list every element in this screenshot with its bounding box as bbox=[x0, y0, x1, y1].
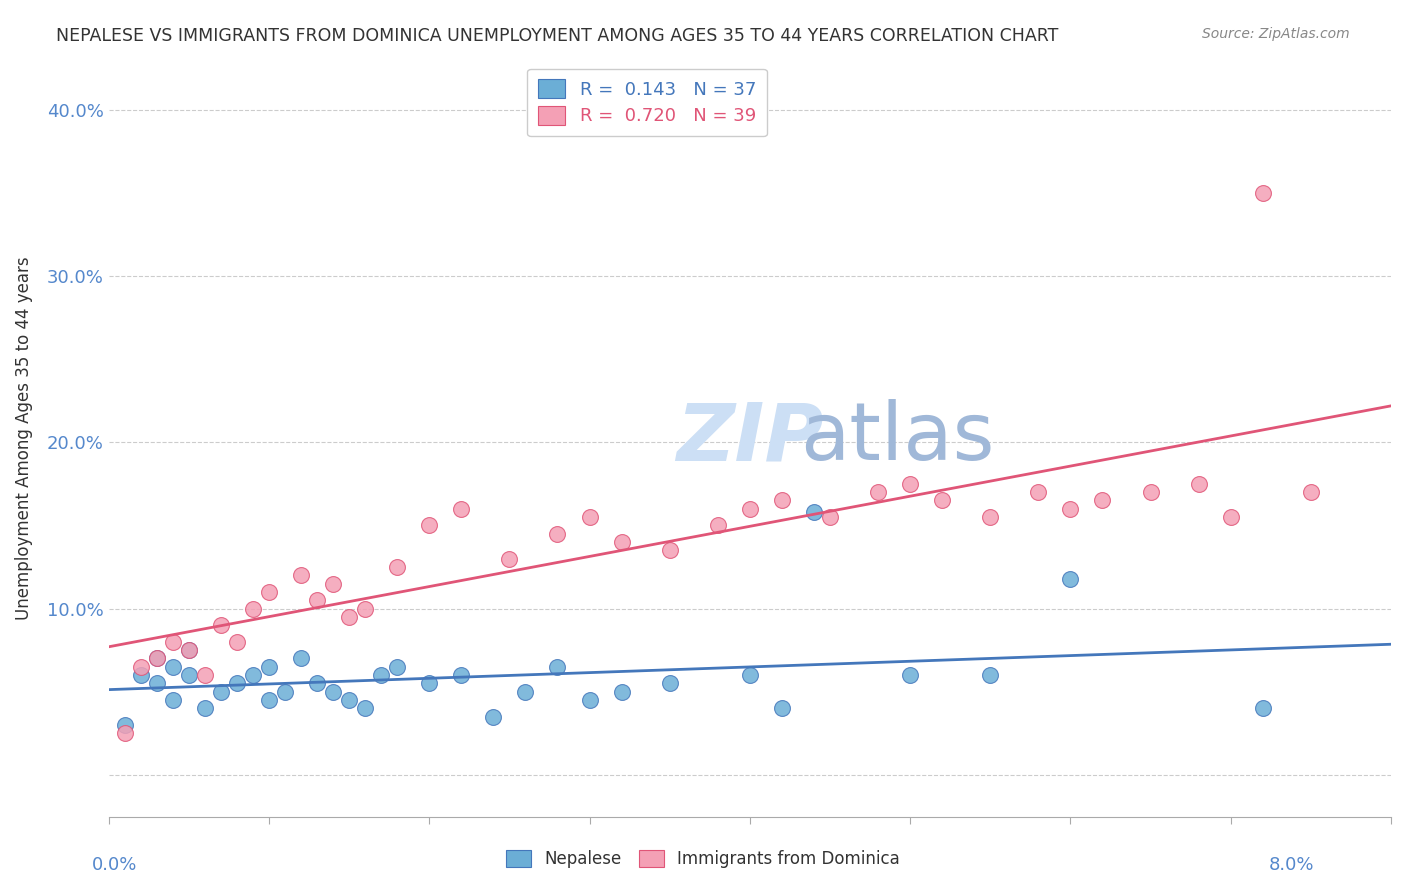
Point bbox=[979, 510, 1001, 524]
Point bbox=[337, 610, 360, 624]
Point bbox=[322, 685, 344, 699]
Point bbox=[177, 643, 200, 657]
Point bbox=[498, 551, 520, 566]
Point bbox=[898, 668, 921, 682]
Point bbox=[1059, 501, 1081, 516]
Point bbox=[114, 726, 136, 740]
Point bbox=[114, 718, 136, 732]
Point bbox=[370, 668, 392, 682]
Point bbox=[209, 685, 232, 699]
Text: atlas: atlas bbox=[800, 399, 994, 477]
Point bbox=[868, 485, 890, 500]
Legend: Nepalese, Immigrants from Dominica: Nepalese, Immigrants from Dominica bbox=[499, 843, 907, 875]
Point bbox=[177, 643, 200, 657]
Point bbox=[322, 576, 344, 591]
Point bbox=[257, 660, 280, 674]
Point bbox=[770, 493, 793, 508]
Point bbox=[209, 618, 232, 632]
Point bbox=[610, 535, 633, 549]
Point bbox=[818, 510, 841, 524]
Text: 0.0%: 0.0% bbox=[91, 855, 136, 873]
Point bbox=[385, 660, 408, 674]
Text: Source: ZipAtlas.com: Source: ZipAtlas.com bbox=[1202, 27, 1350, 41]
Point bbox=[1091, 493, 1114, 508]
Point bbox=[931, 493, 953, 508]
Point bbox=[450, 668, 472, 682]
Point bbox=[803, 505, 825, 519]
Point bbox=[290, 651, 312, 665]
Point bbox=[194, 701, 217, 715]
Point bbox=[658, 543, 681, 558]
Point bbox=[337, 693, 360, 707]
Point bbox=[1139, 485, 1161, 500]
Point bbox=[1251, 186, 1274, 200]
Point bbox=[305, 593, 328, 607]
Point bbox=[1251, 701, 1274, 715]
Point bbox=[1059, 572, 1081, 586]
Text: NEPALESE VS IMMIGRANTS FROM DOMINICA UNEMPLOYMENT AMONG AGES 35 TO 44 YEARS CORR: NEPALESE VS IMMIGRANTS FROM DOMINICA UNE… bbox=[56, 27, 1059, 45]
Point bbox=[257, 693, 280, 707]
Point bbox=[738, 668, 761, 682]
Point bbox=[354, 601, 377, 615]
Point bbox=[242, 668, 264, 682]
Point bbox=[418, 518, 440, 533]
Point bbox=[482, 709, 505, 723]
Point bbox=[145, 651, 167, 665]
Point bbox=[274, 685, 297, 699]
Point bbox=[162, 693, 184, 707]
Point bbox=[225, 635, 247, 649]
Point bbox=[578, 693, 600, 707]
Point bbox=[129, 668, 152, 682]
Text: ZIP: ZIP bbox=[676, 399, 824, 477]
Point bbox=[194, 668, 217, 682]
Point bbox=[242, 601, 264, 615]
Point bbox=[546, 526, 568, 541]
Point bbox=[385, 560, 408, 574]
Point bbox=[225, 676, 247, 690]
Point bbox=[450, 501, 472, 516]
Point bbox=[738, 501, 761, 516]
Point bbox=[1299, 485, 1322, 500]
Point bbox=[1188, 476, 1211, 491]
Point bbox=[162, 660, 184, 674]
Point bbox=[418, 676, 440, 690]
Point bbox=[257, 585, 280, 599]
Point bbox=[305, 676, 328, 690]
Point bbox=[145, 651, 167, 665]
Point bbox=[706, 518, 728, 533]
Point bbox=[1028, 485, 1050, 500]
Point bbox=[658, 676, 681, 690]
Point bbox=[162, 635, 184, 649]
Point bbox=[129, 660, 152, 674]
Point bbox=[898, 476, 921, 491]
Point bbox=[610, 685, 633, 699]
Point bbox=[515, 685, 537, 699]
Y-axis label: Unemployment Among Ages 35 to 44 years: Unemployment Among Ages 35 to 44 years bbox=[15, 256, 32, 620]
Point bbox=[290, 568, 312, 582]
Point bbox=[578, 510, 600, 524]
Point bbox=[546, 660, 568, 674]
Legend: R =  0.143   N = 37, R =  0.720   N = 39: R = 0.143 N = 37, R = 0.720 N = 39 bbox=[527, 69, 768, 136]
Text: 8.0%: 8.0% bbox=[1270, 855, 1315, 873]
Point bbox=[177, 668, 200, 682]
Point bbox=[145, 676, 167, 690]
Point bbox=[354, 701, 377, 715]
Point bbox=[979, 668, 1001, 682]
Point bbox=[770, 701, 793, 715]
Point bbox=[1219, 510, 1241, 524]
